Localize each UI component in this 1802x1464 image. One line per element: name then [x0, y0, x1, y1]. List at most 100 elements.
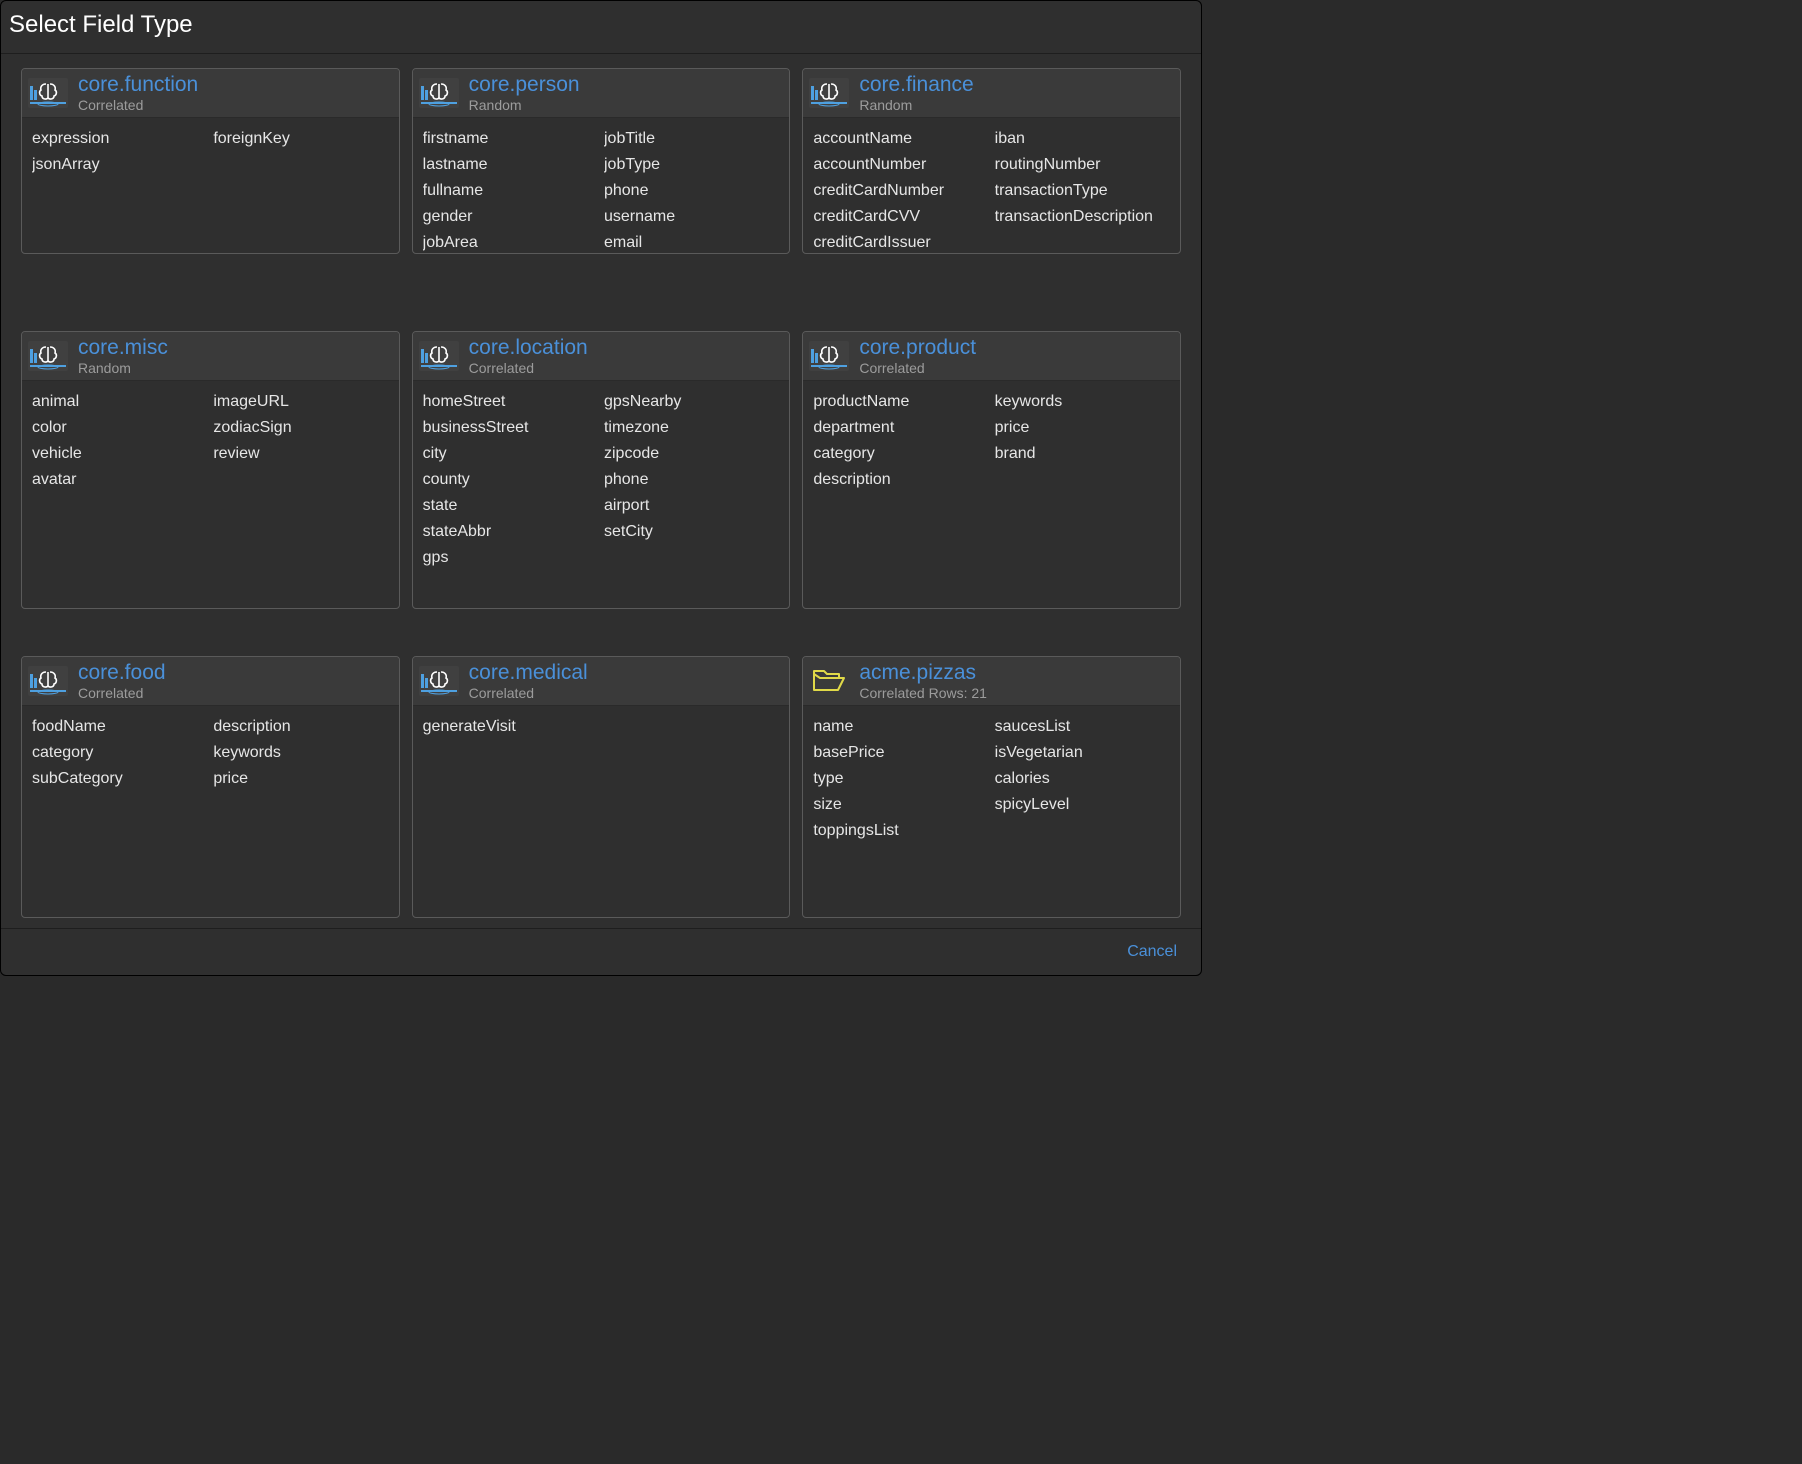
- field-type-card[interactable]: core.financeRandomaccountNameaccountNumb…: [802, 68, 1181, 254]
- field-item[interactable]: setCity: [604, 519, 779, 545]
- field-item[interactable]: type: [813, 766, 988, 792]
- field-item[interactable]: name: [813, 714, 988, 740]
- card-subtitle: Random: [78, 360, 168, 376]
- field-item[interactable]: saucesList: [995, 714, 1170, 740]
- field-item[interactable]: price: [995, 415, 1170, 441]
- field-item[interactable]: creditCardNumber: [813, 178, 988, 204]
- field-item[interactable]: businessStreet: [423, 415, 598, 441]
- field-item[interactable]: brand: [995, 441, 1170, 467]
- field-columns: animalcolorvehicleavatarimageURLzodiacSi…: [32, 389, 389, 493]
- field-item[interactable]: email: [604, 230, 779, 253]
- card-title: core.product: [859, 336, 976, 360]
- field-type-card[interactable]: core.miscRandomanimalcolorvehicleavatari…: [21, 331, 400, 609]
- field-item[interactable]: accountNumber: [813, 152, 988, 178]
- brain-icon: [28, 666, 68, 696]
- field-item[interactable]: lastname: [423, 152, 598, 178]
- field-item[interactable]: size: [813, 792, 988, 818]
- field-type-card[interactable]: core.locationCorrelated homeStreetbusines…: [412, 331, 791, 609]
- card-subtitle: Random: [469, 97, 580, 113]
- card-body: expressionjsonArrayforeignKey: [22, 118, 399, 253]
- field-item[interactable]: creditCardCVV: [813, 204, 988, 230]
- card-header: core.functionCorrelated: [22, 69, 399, 118]
- field-column-right: [604, 714, 779, 740]
- field-item[interactable]: fullname: [423, 178, 598, 204]
- field-item[interactable]: zipcode: [604, 441, 779, 467]
- field-item[interactable]: color: [32, 415, 207, 441]
- field-item[interactable]: productName: [813, 389, 988, 415]
- field-item[interactable]: keywords: [213, 740, 388, 766]
- field-item[interactable]: expression: [32, 126, 207, 152]
- field-item[interactable]: keywords: [995, 389, 1170, 415]
- field-item[interactable]: gpsNearby: [604, 389, 779, 415]
- field-item[interactable]: jobType: [604, 152, 779, 178]
- cancel-button[interactable]: Cancel: [1121, 939, 1183, 965]
- field-item[interactable]: jobArea: [423, 230, 598, 253]
- card-titles: core.locationCorrelated: [469, 336, 588, 376]
- field-item[interactable]: isVegetarian: [995, 740, 1170, 766]
- brain-icon-wrap: [809, 78, 849, 108]
- field-item[interactable]: foodName: [32, 714, 207, 740]
- brain-icon: [28, 78, 68, 108]
- field-item[interactable]: timezone: [604, 415, 779, 441]
- field-item[interactable]: city: [423, 441, 598, 467]
- field-item[interactable]: generateVisit: [423, 714, 598, 740]
- field-item[interactable]: animal: [32, 389, 207, 415]
- field-item[interactable]: username: [604, 204, 779, 230]
- field-columns: productNamedepartmentcategorydescription…: [813, 389, 1170, 493]
- card-subtitle: Correlated: [469, 685, 588, 701]
- folder-icon: [812, 668, 846, 694]
- field-column-right: gpsNearbytimezonezipcodephoneairportsetC…: [604, 389, 779, 571]
- brain-icon: [809, 78, 849, 108]
- field-item[interactable]: zodiacSign: [213, 415, 388, 441]
- field-type-card[interactable]: core.foodCorrelatedfoodNamecategorysubCa…: [21, 656, 400, 918]
- field-item[interactable]: transactionType: [995, 178, 1170, 204]
- field-columns: firstnamelastnamefullnamegenderjobArea jo…: [423, 126, 780, 253]
- field-item[interactable]: toppingsList: [813, 818, 988, 844]
- card-body: firstnamelastnamefullnamegenderjobArea jo…: [413, 118, 790, 253]
- field-column-left: homeStreetbusinessStreetcitycountystates…: [423, 389, 598, 571]
- field-item[interactable]: creditCardIssuer: [813, 230, 988, 253]
- field-item[interactable]: price: [213, 766, 388, 792]
- field-item[interactable]: iban: [995, 126, 1170, 152]
- field-item[interactable]: calories: [995, 766, 1170, 792]
- field-item[interactable]: basePrice: [813, 740, 988, 766]
- field-item[interactable]: description: [213, 714, 388, 740]
- field-item[interactable]: category: [32, 740, 207, 766]
- field-item[interactable]: jobTitle: [604, 126, 779, 152]
- field-item[interactable]: gps: [423, 545, 598, 571]
- field-item[interactable]: routingNumber: [995, 152, 1170, 178]
- field-item[interactable]: gender: [423, 204, 598, 230]
- field-type-card[interactable]: core.personRandomfirstnamelastnamefullna…: [412, 68, 791, 254]
- field-item[interactable]: airport: [604, 493, 779, 519]
- field-item[interactable]: category: [813, 441, 988, 467]
- field-item[interactable]: state: [423, 493, 598, 519]
- card-titles: core.medicalCorrelated: [469, 661, 588, 701]
- field-item[interactable]: avatar: [32, 467, 207, 493]
- field-item[interactable]: county: [423, 467, 598, 493]
- field-item[interactable]: description: [813, 467, 988, 493]
- field-type-card[interactable]: core.functionCorrelated expressionjsonArr…: [21, 68, 400, 254]
- card-titles: core.productCorrelated: [859, 336, 976, 376]
- field-column-right: descriptionkeywordsprice: [213, 714, 388, 792]
- field-item[interactable]: subCategory: [32, 766, 207, 792]
- field-item[interactable]: department: [813, 415, 988, 441]
- field-item[interactable]: vehicle: [32, 441, 207, 467]
- field-type-card[interactable]: core.medicalCorrelated generateVisit: [412, 656, 791, 918]
- field-item[interactable]: stateAbbr: [423, 519, 598, 545]
- field-item[interactable]: homeStreet: [423, 389, 598, 415]
- field-item[interactable]: review: [213, 441, 388, 467]
- field-item[interactable]: transactionDescription: [995, 204, 1170, 230]
- field-column-right: imageURLzodiacSignreview: [213, 389, 388, 493]
- field-item[interactable]: firstname: [423, 126, 598, 152]
- field-item[interactable]: accountName: [813, 126, 988, 152]
- brain-icon-wrap: [809, 341, 849, 371]
- field-type-card[interactable]: acme.pizzasCorrelated Rows: 21namebasePr…: [802, 656, 1181, 918]
- field-item[interactable]: jsonArray: [32, 152, 207, 178]
- field-item[interactable]: foreignKey: [213, 126, 388, 152]
- card-titles: core.functionCorrelated: [78, 73, 198, 113]
- field-item[interactable]: phone: [604, 178, 779, 204]
- field-item[interactable]: imageURL: [213, 389, 388, 415]
- field-item[interactable]: spicyLevel: [995, 792, 1170, 818]
- field-item[interactable]: phone: [604, 467, 779, 493]
- field-type-card[interactable]: core.productCorrelated productNamedepartm…: [802, 331, 1181, 609]
